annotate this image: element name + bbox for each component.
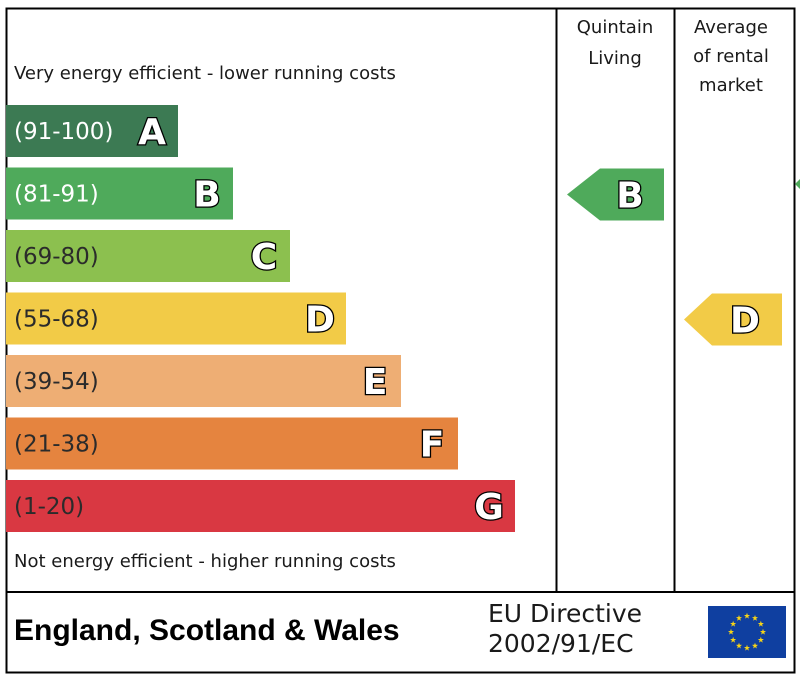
rating-band-g: (1-20) G: [6, 480, 515, 532]
band-range-d: (55-68): [14, 307, 99, 333]
band-letter-c: C: [251, 237, 277, 278]
eu-flag-star: [730, 636, 737, 643]
band-bar-c: [6, 230, 290, 282]
band-range-c: (69-80): [14, 244, 99, 270]
band-range-e: (39-54): [14, 369, 99, 395]
band-bar-e: [6, 355, 401, 407]
band-bar-b: [6, 167, 233, 220]
eu-flag-stars: [727, 612, 767, 651]
eu-flag-star: [730, 620, 737, 627]
eu-flag-star: [751, 642, 759, 649]
directive-line-2: 2002/91/EC: [488, 629, 634, 658]
column-head-average-line-3: market: [699, 75, 763, 96]
average-rating-arrow: D: [684, 293, 782, 346]
band-bar-g: [6, 480, 515, 532]
rating-band-e: (39-54) E: [6, 355, 401, 407]
band-letter-e: E: [363, 362, 388, 403]
band-bar-d: [6, 292, 346, 345]
rating-band-b: (81-91) B: [6, 167, 233, 220]
quintain-rating-arrow: B: [567, 168, 664, 221]
column-head-quintain-line-1: Quintain: [577, 17, 653, 38]
eu-flag-star: [735, 642, 743, 649]
band-bar-a: [6, 105, 178, 157]
band-letter-f: F: [420, 425, 445, 466]
top-note: Very energy efficient - lower running co…: [14, 63, 396, 84]
rating-band-f: (21-38) F: [6, 417, 458, 470]
bottom-note: Not energy efficient - higher running co…: [14, 551, 396, 572]
average-arrow-letter: D: [730, 301, 760, 342]
rating-band-d: (55-68) D: [6, 292, 346, 345]
eu-flag-star: [757, 620, 764, 627]
rating-band-c: (69-80) C: [6, 230, 290, 282]
eu-flag-star: [757, 636, 764, 643]
eu-flag-star: [759, 628, 767, 635]
directive-line-1: EU Directive: [488, 599, 642, 628]
eu-flag-star: [743, 612, 751, 619]
country-label: England, Scotland & Wales: [14, 614, 400, 647]
quintain-arrow-shape: [567, 168, 664, 221]
band-range-b: (81-91): [14, 182, 99, 208]
band-range-g: (1-20): [14, 494, 84, 520]
eu-flag-star: [727, 628, 735, 635]
edge-arrow-tip: [795, 179, 800, 189]
band-letter-g: G: [474, 487, 504, 528]
band-range-f: (21-38): [14, 432, 99, 458]
band-range-a: (91-100): [14, 119, 113, 145]
column-head-average-line-1: Average: [694, 17, 768, 38]
band-letter-a: A: [138, 112, 166, 153]
eu-flag-star: [743, 644, 751, 651]
column-head-average-line-2: of rental: [693, 46, 769, 67]
band-bar-f: [6, 417, 458, 470]
average-arrow-shape: [684, 293, 782, 346]
band-letter-b: B: [193, 175, 220, 216]
eu-flag-star: [751, 614, 759, 621]
eu-flag-icon: [708, 606, 786, 658]
quintain-arrow-letter: B: [616, 176, 643, 217]
column-head-quintain-line-2: Living: [588, 48, 642, 69]
band-letter-d: D: [305, 300, 335, 341]
eu-flag-star: [735, 614, 743, 621]
rating-band-a: (91-100) A: [6, 105, 178, 157]
